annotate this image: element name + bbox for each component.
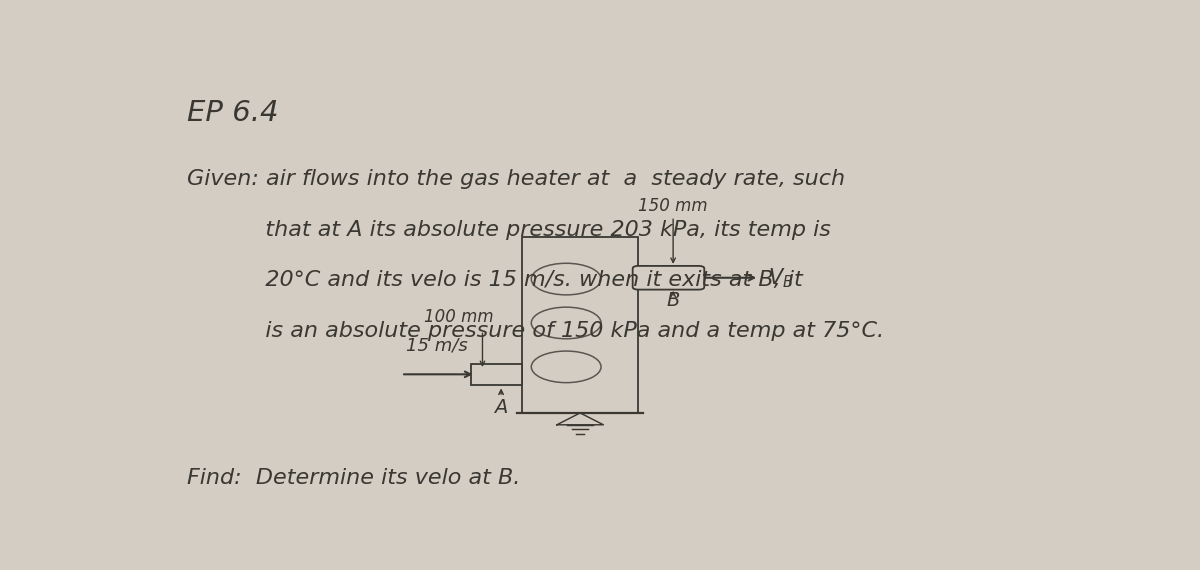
Text: that at A its absolute pressure 203 kPa, its temp is: that at A its absolute pressure 203 kPa,…	[187, 220, 832, 240]
Text: is an absolute pressure of 150 kPa and a temp at 75°C.: is an absolute pressure of 150 kPa and a…	[187, 321, 884, 341]
Text: B: B	[666, 291, 680, 310]
Bar	[470, 364, 522, 385]
Text: 15 m/s: 15 m/s	[406, 336, 468, 355]
FancyBboxPatch shape	[632, 266, 704, 290]
Text: $V_B$: $V_B$	[768, 266, 794, 290]
Bar	[522, 237, 638, 413]
Text: Find:  Determine its velo at B.: Find: Determine its velo at B.	[187, 468, 521, 488]
Text: Given: air flows into the gas heater at  a  steady rate, such: Given: air flows into the gas heater at …	[187, 169, 845, 189]
Text: EP 6.4: EP 6.4	[187, 99, 278, 127]
Text: 150 mm: 150 mm	[638, 197, 708, 215]
Text: 100 mm: 100 mm	[425, 308, 494, 326]
Text: 20°C and its velo is 15 m/s. when it exits at B, it: 20°C and its velo is 15 m/s. when it exi…	[187, 270, 803, 290]
Text: A: A	[494, 398, 508, 417]
